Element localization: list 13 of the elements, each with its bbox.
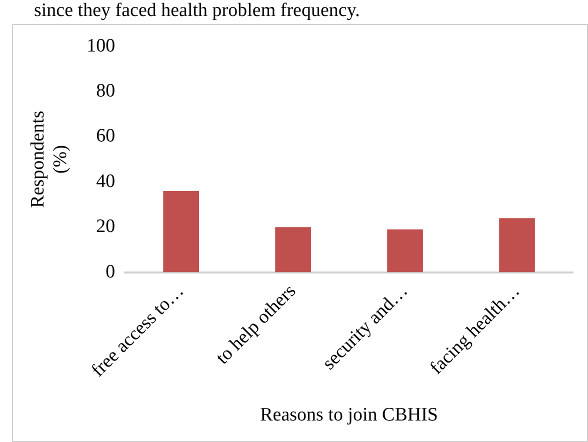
y-tick-label: 80 <box>96 80 116 102</box>
y-tick-label: 0 <box>106 261 116 282</box>
bar <box>499 218 535 272</box>
y-axis-title: Respondents (%) <box>27 110 72 208</box>
y-tick-label: 60 <box>96 126 116 147</box>
text: since they faced health problem frequency. <box>34 0 360 22</box>
bar <box>387 229 423 272</box>
bar <box>163 190 200 272</box>
y-tick-label: 40 <box>96 170 116 192</box>
x-axis-title: Reasons to join CBHIS <box>260 404 438 426</box>
bar <box>275 227 311 272</box>
y-tick-label: 100 <box>86 35 116 56</box>
y-tick-label: 20 <box>96 216 116 238</box>
